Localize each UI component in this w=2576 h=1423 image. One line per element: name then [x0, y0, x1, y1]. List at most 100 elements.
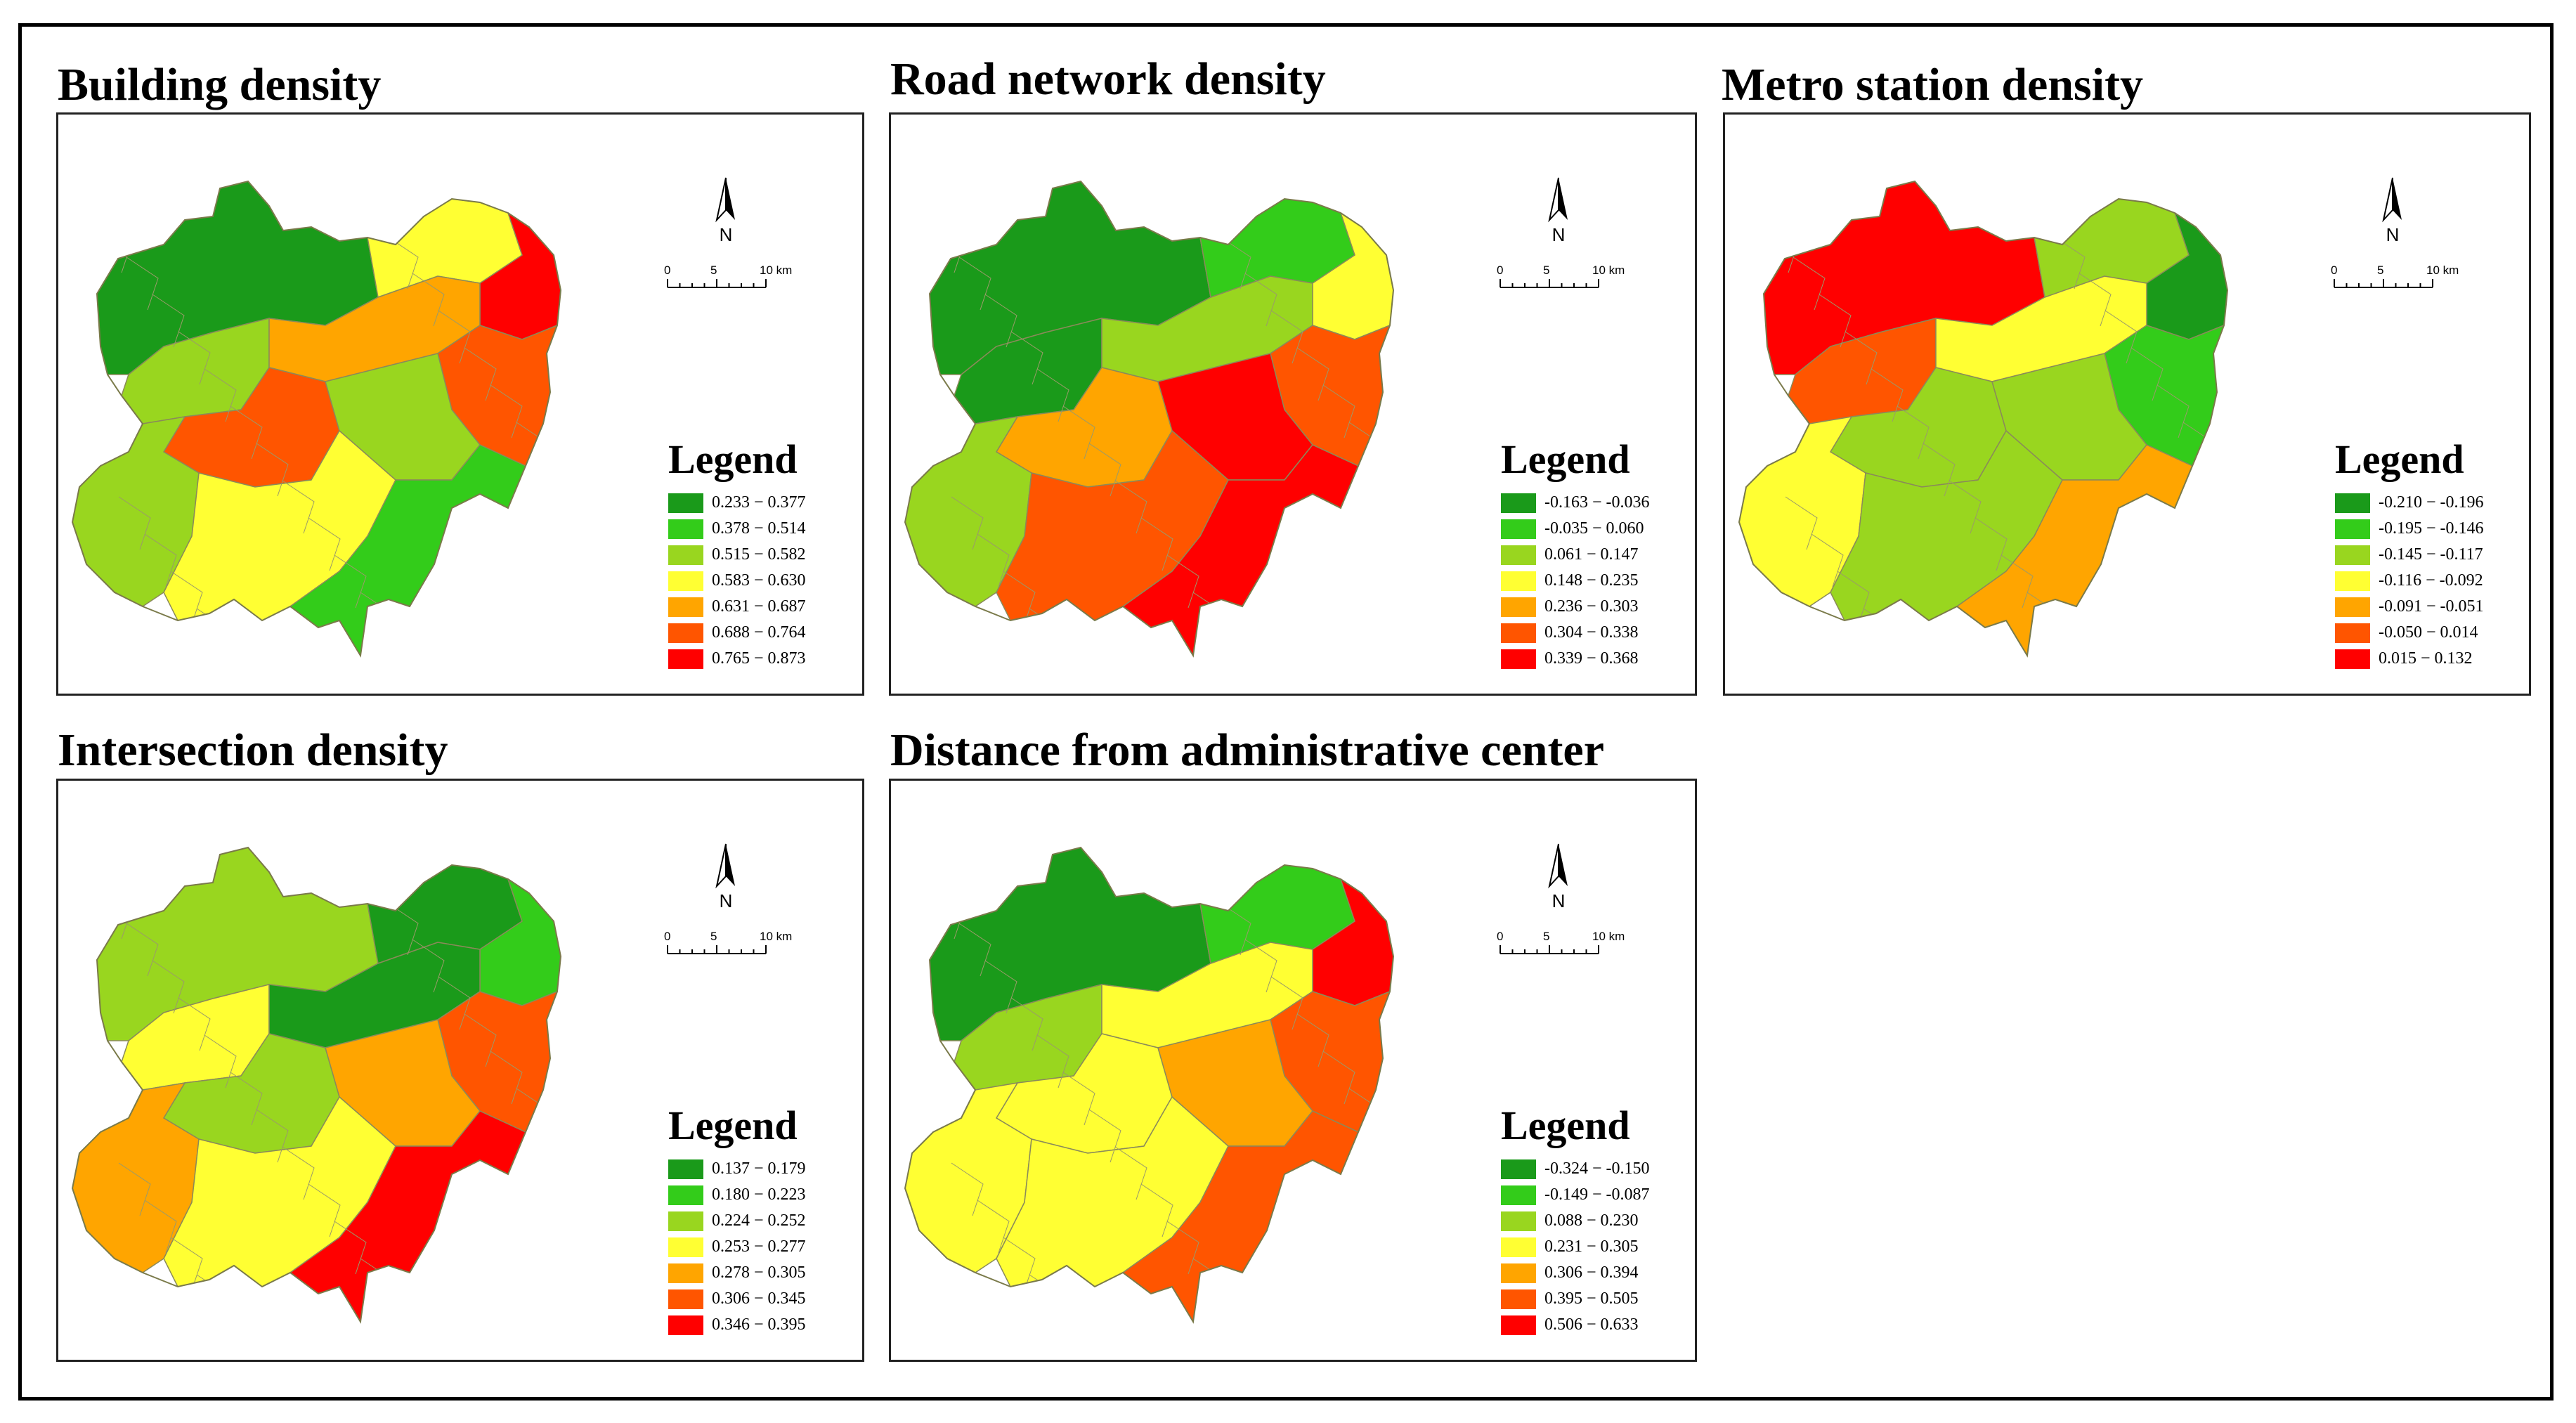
legend-label: 0.339 − 0.368: [1544, 649, 1639, 668]
subdistrict-boundary: [144, 533, 177, 587]
subdistrict-boundary: [542, 1125, 561, 1179]
subdistrict-boundary: [152, 960, 185, 1014]
legend-entry: 0.306 − 0.394: [1501, 1260, 1650, 1286]
subdistrict-boundary: [1296, 1013, 1329, 1067]
legend-entry: 0.304 − 0.338: [1501, 620, 1650, 646]
legend-label: -0.116 − -0.092: [2379, 571, 2483, 590]
subdistrict-boundary: [958, 923, 991, 977]
subdistrict-boundary: [1322, 384, 1355, 438]
district-map: [904, 846, 1395, 1324]
district-outline: [71, 180, 562, 658]
legend-label: 0.233 − 0.377: [712, 493, 806, 512]
district-map: [1738, 180, 2229, 658]
subdistrict-boundary: [984, 960, 1017, 1014]
legend-entry: -0.035 − 0.060: [1501, 516, 1650, 542]
north-arrow-icon: N: [2375, 176, 2410, 247]
subdistrict-boundary: [196, 608, 229, 656]
subdistrict-boundary: [1837, 571, 1870, 625]
subdistrict-boundary: [118, 496, 151, 550]
district-outline: [71, 846, 562, 1324]
subdistrict-boundary: [1010, 331, 1043, 385]
district-map: [904, 180, 1395, 658]
subdistrict-boundary: [152, 294, 185, 348]
subdistrict-boundary: [1029, 608, 1062, 656]
legend-entry: 0.395 − 0.505: [1501, 1286, 1650, 1312]
north-label: N: [1552, 890, 1566, 911]
subdistrict-boundary: [1010, 997, 1043, 1051]
map-panel-distance-admin-center: N 0 5 10 km Legend -0.324 − -0.150 -0.149 − -0…: [889, 779, 1697, 1362]
legend-entry: -0.091 − -0.051: [2335, 594, 2484, 620]
legend-swatch: [668, 597, 703, 617]
subdistrict-boundary: [2001, 554, 2034, 609]
subdistrict-boundary: [1949, 480, 1982, 534]
panel-title-intersection-density: Intersection density: [58, 725, 448, 776]
subdistrict-boundary: [1088, 1109, 1121, 1163]
subdistrict-boundary: [230, 1072, 263, 1126]
legend-swatch: [1501, 597, 1536, 617]
subdistrict-boundary: [282, 480, 315, 534]
north-label: N: [2386, 224, 2400, 245]
legend-swatch: [1501, 519, 1536, 539]
legend-entry: 0.688 − 0.764: [668, 620, 806, 646]
legend-label: 0.137 − 0.179: [712, 1159, 806, 1178]
north-arrow-icon: N: [1541, 176, 1576, 247]
scale-bar-label: 5: [1543, 264, 1550, 277]
scale-bar-label: 10 km: [760, 930, 793, 943]
legend-swatch: [1501, 1263, 1536, 1283]
legend-entry: 0.631 − 0.687: [668, 594, 806, 620]
legend-swatch: [1501, 545, 1536, 565]
legend-swatch: [668, 1211, 703, 1231]
panel-title-distance-admin-center: Distance from administrative center: [890, 725, 1605, 776]
subdistrict-boundary: [126, 256, 159, 311]
legend-label: 0.346 − 0.395: [712, 1315, 806, 1334]
legend-label: 0.306 − 0.345: [712, 1289, 806, 1308]
subdistrict-boundary: [1845, 331, 1878, 385]
map-legend: Legend -0.163 − -0.036 -0.035 − 0.060 0.061…: [1501, 439, 1650, 672]
legend-title: Legend: [1501, 1103, 1630, 1148]
subdistrict-boundary: [1871, 368, 1904, 422]
subdistrict-boundary: [178, 331, 211, 385]
legend-entry: 0.088 − 0.230: [1501, 1208, 1650, 1234]
scale-bar: 0 5 10 km: [1497, 264, 1640, 292]
scale-bar-label: 5: [1543, 930, 1550, 943]
map-legend: Legend -0.324 − -0.150 -0.149 − -0.087 0.08…: [1501, 1105, 1650, 1338]
north-label: N: [719, 890, 733, 911]
legend-label: 0.688 − 0.764: [712, 623, 806, 642]
north-arrow-icon: N: [1541, 843, 1576, 913]
legend-swatch: [668, 1159, 703, 1179]
subdistrict-boundary: [204, 1034, 237, 1089]
legend-swatch: [668, 519, 703, 539]
legend-entry: 0.346 − 0.395: [668, 1312, 806, 1338]
subdistrict-boundary: [1036, 368, 1069, 422]
legend-label: 0.180 − 0.223: [712, 1185, 806, 1204]
subdistrict-boundary: [1811, 533, 1844, 587]
subdistrict-boundary: [2105, 310, 2138, 364]
subdistrict-boundary: [1897, 405, 1930, 460]
subdistrict-boundary: [2157, 384, 2190, 438]
legend-swatch: [2335, 649, 2370, 669]
legend-label: 0.236 − 0.303: [1544, 597, 1639, 616]
legend-label: 0.631 − 0.687: [712, 597, 806, 616]
subdistrict-boundary: [1036, 1034, 1069, 1089]
subdistrict-boundary: [542, 459, 561, 513]
map-panel-metro-station-density: N 0 5 10 km Legend -0.210 − -0.196 -0.195 − -0…: [1723, 112, 2531, 696]
legend-swatch: [1501, 1211, 1536, 1231]
legend-label: 0.088 − 0.230: [1544, 1211, 1639, 1230]
legend-label: 0.506 − 0.633: [1544, 1315, 1639, 1334]
legend-label: 0.378 − 0.514: [712, 519, 806, 538]
subdistrict-boundary: [1793, 256, 1826, 311]
subdistrict-boundary: [1140, 517, 1173, 571]
subdistrict-boundary: [334, 554, 367, 609]
north-label: N: [719, 224, 733, 245]
district-map: [71, 180, 562, 658]
legend-entry: -0.116 − -0.092: [2335, 568, 2484, 594]
subdistrict-boundary: [438, 310, 471, 364]
legend-label: 0.278 − 0.305: [712, 1263, 806, 1282]
map-panel-intersection-density: N 0 5 10 km Legend 0.137 − 0.179 0.180 − 0.223…: [56, 779, 864, 1362]
legend-entry: 0.339 − 0.368: [1501, 646, 1650, 672]
subdistrict-boundary: [1166, 554, 1199, 609]
scale-bar-label: 5: [710, 264, 717, 277]
legend-title: Legend: [668, 436, 798, 482]
subdistrict-boundary: [178, 997, 211, 1051]
district-outline: [904, 846, 1395, 1324]
